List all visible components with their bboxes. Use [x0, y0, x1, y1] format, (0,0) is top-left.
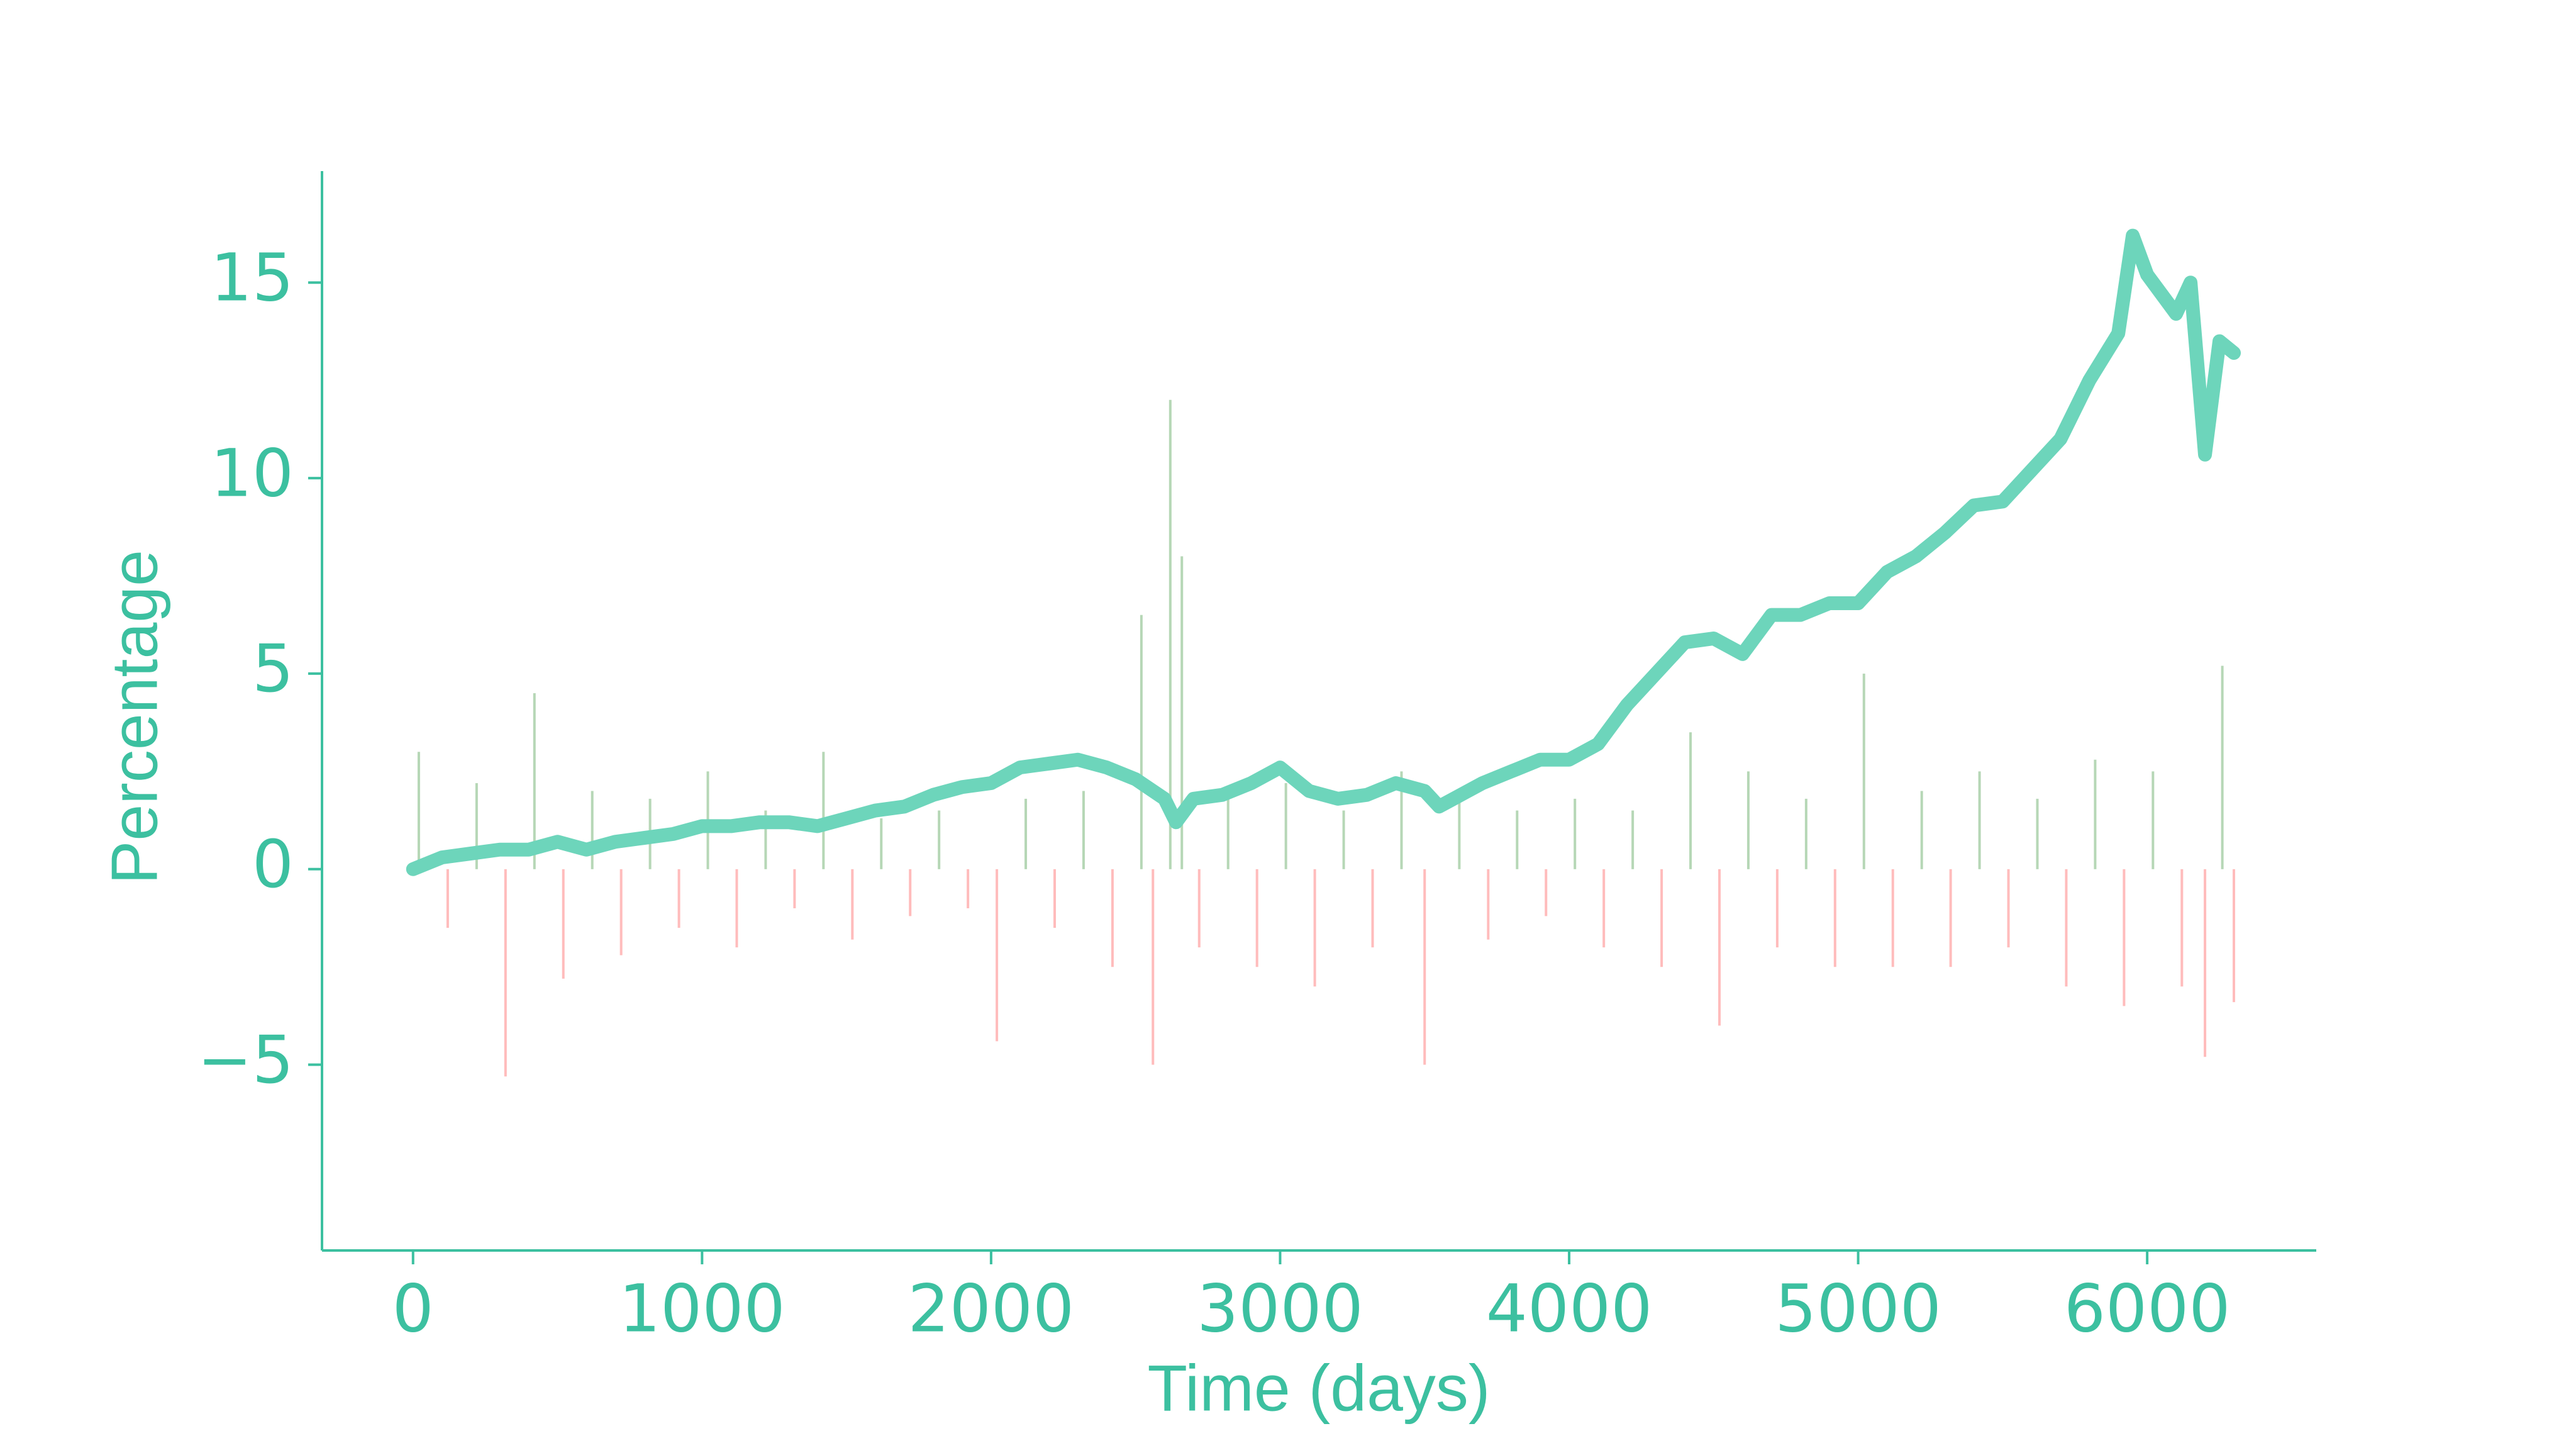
return-bar	[938, 810, 941, 869]
return-bar	[1978, 771, 1981, 869]
return-bar	[2007, 869, 2010, 948]
return-bar	[2036, 798, 2039, 869]
return-bar	[2123, 869, 2126, 1006]
return-bar	[1487, 869, 1490, 940]
return-bar	[1949, 869, 1952, 967]
return-bar	[2204, 869, 2207, 1057]
return-bar	[851, 869, 854, 940]
return-bar	[1458, 791, 1461, 869]
return-bar	[619, 869, 623, 955]
x-tick-label: 0	[392, 1270, 434, 1347]
return-bar	[1891, 869, 1894, 967]
return-bar	[1775, 869, 1779, 948]
return-bar	[1718, 869, 1721, 1026]
return-bar	[1140, 615, 1143, 869]
return-bar	[1197, 869, 1201, 948]
return-bar	[1574, 798, 1577, 869]
return-bar	[1833, 869, 1836, 967]
y-tick-label: 5	[252, 630, 294, 707]
return-bar	[417, 752, 420, 869]
cumulative-line	[406, 228, 2241, 876]
return-bar	[909, 869, 912, 916]
return-bar	[1631, 810, 1635, 869]
return-bar	[1689, 732, 1692, 869]
return-bar	[1545, 869, 1548, 916]
return-bar	[533, 693, 536, 869]
return-bar	[677, 869, 680, 928]
return-bar	[2065, 869, 2068, 987]
return-bar	[2221, 665, 2224, 869]
return-bar	[1053, 869, 1056, 928]
return-bar	[1746, 771, 1750, 869]
return-bar	[446, 869, 449, 928]
return-bar	[1862, 673, 1865, 869]
return-bar	[822, 752, 825, 869]
return-bar	[996, 869, 999, 1042]
return-bar	[1255, 869, 1258, 967]
x-tick-label: 6000	[2064, 1270, 2231, 1347]
return-bar	[735, 869, 738, 948]
x-tick-label: 1000	[619, 1270, 786, 1347]
x-tick-label: 5000	[1775, 1270, 1941, 1347]
x-tick-label: 4000	[1486, 1270, 1653, 1347]
return-bar	[2180, 869, 2184, 987]
return-bar	[1342, 810, 1345, 869]
y-tick-label: 10	[211, 435, 294, 511]
return-bar	[562, 869, 565, 979]
return-bar	[475, 783, 478, 869]
return-bar	[1024, 798, 1028, 869]
return-bar	[764, 810, 767, 869]
return-bar	[1111, 869, 1114, 967]
return-bar	[2094, 759, 2097, 869]
x-axis-label: Time (days)	[1147, 1352, 1490, 1425]
return-bar	[1082, 791, 1085, 869]
x-tick-label: 2000	[908, 1270, 1075, 1347]
return-bar	[1371, 869, 1374, 948]
return-bar	[1169, 399, 1172, 869]
x-tick-label: 3000	[1197, 1270, 1363, 1347]
return-bar	[1313, 869, 1316, 987]
return-bar	[1400, 771, 1403, 869]
return-bar	[880, 818, 883, 869]
y-axis-label: Percentage	[98, 550, 171, 884]
y-tick-label: −5	[197, 1022, 294, 1098]
return-bar	[504, 869, 507, 1077]
return-bar	[1423, 869, 1426, 1065]
return-bar	[1180, 556, 1184, 869]
return-bar	[2151, 771, 2155, 869]
return-bar	[793, 869, 796, 908]
return-bar	[1516, 810, 1519, 869]
return-bar	[1920, 791, 1923, 869]
return-bar	[1226, 798, 1230, 869]
y-tick-label: 0	[252, 826, 294, 903]
return-bar	[1152, 869, 1155, 1065]
return-bar	[1804, 798, 1807, 869]
return-bar	[967, 869, 970, 908]
return-bar	[2233, 869, 2236, 1003]
y-tick-label: 15	[211, 240, 294, 316]
return-bar	[1284, 783, 1287, 869]
return-bar	[1602, 869, 1606, 948]
return-bar	[591, 791, 594, 869]
return-bar	[1660, 869, 1663, 967]
